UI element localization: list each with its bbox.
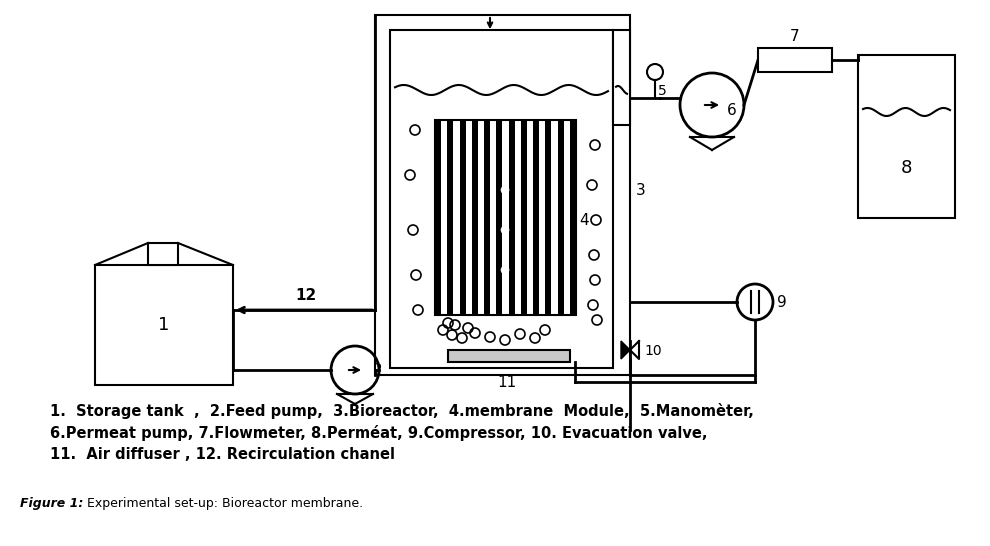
Bar xyxy=(758,48,832,72)
Text: 8: 8 xyxy=(901,159,912,177)
Text: 10: 10 xyxy=(644,344,661,358)
Bar xyxy=(478,120,484,315)
Bar xyxy=(148,243,178,265)
Circle shape xyxy=(501,266,509,274)
Bar xyxy=(435,120,576,315)
Polygon shape xyxy=(621,341,630,359)
Bar xyxy=(453,120,459,315)
Text: 11: 11 xyxy=(497,375,517,390)
Bar xyxy=(858,55,955,218)
Bar xyxy=(613,30,630,125)
Bar xyxy=(375,15,630,375)
Circle shape xyxy=(501,226,509,234)
Bar xyxy=(527,120,533,315)
Bar xyxy=(448,350,570,362)
Bar xyxy=(503,120,509,315)
Text: Experimental set-up: Bioreactor membrane.: Experimental set-up: Bioreactor membrane… xyxy=(83,497,363,510)
Text: 3: 3 xyxy=(636,183,645,198)
Text: 6.Permeat pump, 7.Flowmeter, 8.Perméat, 9.Compressor, 10. Evacuation valve,: 6.Permeat pump, 7.Flowmeter, 8.Perméat, … xyxy=(50,425,708,441)
Bar xyxy=(390,30,613,368)
Bar xyxy=(563,120,570,315)
Text: 9: 9 xyxy=(777,295,787,310)
Circle shape xyxy=(501,186,509,194)
Text: 1: 1 xyxy=(158,316,169,334)
Text: 1.  Storage tank  ,  2.Feed pump,  3.Bioreactor,  4.membrane  Module,  5.Manomèt: 1. Storage tank , 2.Feed pump, 3.Bioreac… xyxy=(50,403,753,419)
Text: 12: 12 xyxy=(295,288,316,303)
Bar xyxy=(515,120,521,315)
Text: 7: 7 xyxy=(790,29,800,44)
Bar xyxy=(540,120,545,315)
Text: 11.  Air diffuser , 12. Recirculation chanel: 11. Air diffuser , 12. Recirculation cha… xyxy=(50,447,395,462)
Text: 4: 4 xyxy=(579,213,589,228)
Text: 6: 6 xyxy=(727,103,737,118)
Bar xyxy=(435,120,576,315)
Bar xyxy=(490,120,496,315)
Text: Figure 1:: Figure 1: xyxy=(20,497,83,510)
Text: 2: 2 xyxy=(373,363,382,378)
Text: 5: 5 xyxy=(658,84,666,98)
Bar xyxy=(551,120,557,315)
Bar xyxy=(442,120,447,315)
Bar xyxy=(465,120,472,315)
Bar xyxy=(95,265,233,385)
